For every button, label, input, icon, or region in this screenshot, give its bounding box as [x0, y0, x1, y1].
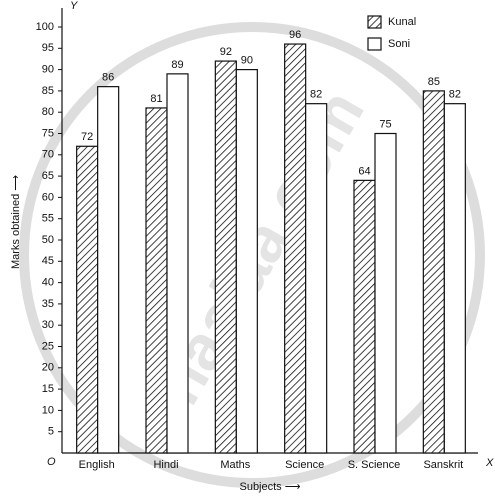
x-tick-label: English — [79, 459, 115, 471]
value-label: 64 — [358, 165, 370, 177]
y-tick-label: 30 — [42, 319, 54, 331]
value-label: 82 — [310, 89, 322, 101]
value-label: 81 — [150, 93, 162, 105]
legend-label: Kunal — [388, 16, 416, 28]
watermark-ring — [19, 22, 485, 488]
y-tick-label: 100 — [36, 21, 54, 33]
x-axis-label: Subjects ⟶ — [239, 481, 300, 493]
legend-swatch — [367, 15, 382, 29]
y-axis-label: Marks obtained ⟶ — [10, 175, 22, 269]
y-tick-label: 95 — [42, 42, 54, 54]
bar — [305, 103, 328, 454]
value-label: 96 — [289, 29, 301, 41]
y-tick-label: 65 — [42, 170, 54, 182]
bar — [145, 107, 168, 454]
y-tick-label: 5 — [48, 426, 54, 438]
x-tick-label: Hindi — [153, 459, 178, 471]
legend-label: Soni — [388, 38, 410, 50]
y-tick-label: 35 — [42, 298, 54, 310]
value-label: 89 — [171, 59, 183, 71]
bar — [284, 43, 307, 454]
y-tick-label: 15 — [42, 383, 54, 395]
bar — [214, 60, 237, 454]
y-axis-name: Y — [70, 0, 78, 12]
y-tick-label: 75 — [42, 127, 54, 139]
value-label: 75 — [379, 118, 391, 130]
y-tick-label: 55 — [42, 213, 54, 225]
y-tick-label: 45 — [42, 255, 54, 267]
value-label: 82 — [449, 89, 461, 101]
x-tick-label: Maths — [220, 459, 250, 471]
y-tick-label: 60 — [42, 191, 54, 203]
y-tick-label: 25 — [42, 340, 54, 352]
y-tick-label: 80 — [42, 106, 54, 118]
bar — [76, 145, 99, 454]
x-tick-label: Sanskrit — [423, 459, 463, 471]
x-axis-name: X — [485, 457, 494, 469]
y-tick-label: 70 — [42, 149, 54, 161]
value-label: 72 — [81, 131, 93, 143]
y-tick-label: 50 — [42, 234, 54, 246]
origin-label: O — [47, 456, 56, 468]
y-tick-label: 10 — [42, 404, 54, 416]
y-tick-label: 90 — [42, 64, 54, 76]
value-label: 92 — [220, 46, 232, 58]
value-label: 86 — [102, 72, 114, 84]
x-tick-label: Science — [285, 459, 324, 471]
bar — [374, 132, 397, 454]
bar — [422, 90, 445, 454]
bar — [353, 179, 376, 454]
x-tick-label: S. Science — [348, 459, 401, 471]
bar — [443, 103, 466, 454]
y-tick-label: 20 — [42, 362, 54, 374]
bar — [235, 68, 258, 454]
value-label: 85 — [428, 76, 440, 88]
y-tick-label: 85 — [42, 85, 54, 97]
legend-swatch — [367, 37, 382, 51]
bar — [97, 86, 120, 454]
y-tick-label: 40 — [42, 277, 54, 289]
value-label: 90 — [241, 55, 253, 67]
bar — [166, 73, 189, 454]
